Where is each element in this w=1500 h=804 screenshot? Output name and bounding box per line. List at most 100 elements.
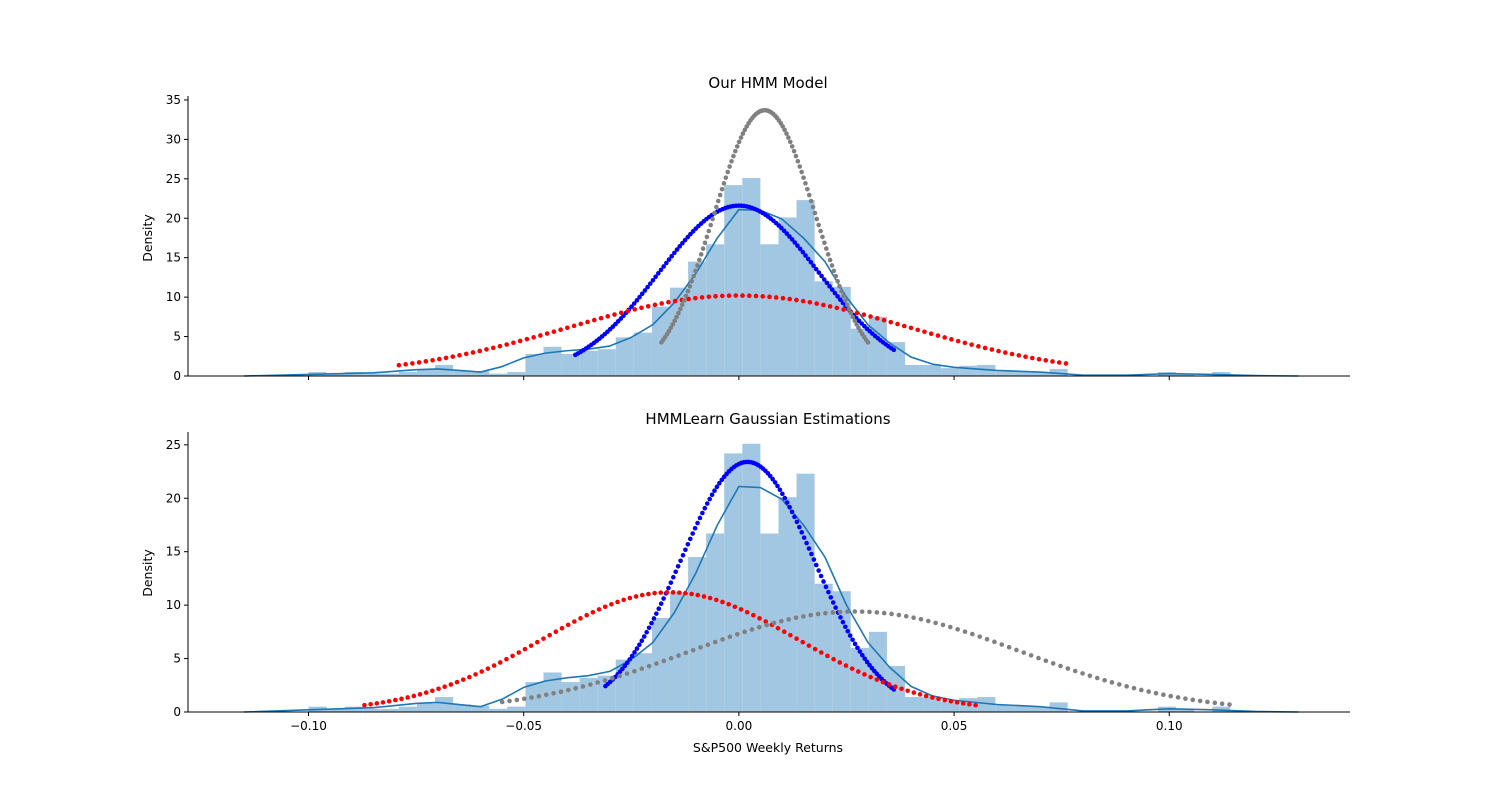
kde-curve [243, 208, 1299, 377]
gaussian-blue-dot [797, 246, 803, 252]
gaussian-red-dot [893, 684, 898, 689]
gaussian-blue-dot [653, 274, 658, 280]
hist-bar-28 [814, 281, 833, 376]
gaussian-red-dot [955, 338, 961, 344]
gaussian-red-dot [1063, 361, 1069, 366]
x-tick-label: 0.10 [1156, 719, 1183, 733]
hist-bar-29 [832, 591, 851, 712]
gaussian-gray-dot [683, 650, 689, 656]
gaussian-blue-dot [775, 483, 780, 489]
gaussian-blue-dot [704, 501, 710, 506]
hist-bar-40 [1031, 372, 1050, 376]
gaussian-red-dot [825, 653, 830, 659]
y-tick-label: 0 [173, 369, 181, 383]
gaussian-gray-dot [551, 691, 556, 696]
gaussian-red-dot [751, 612, 756, 618]
gaussian-red-dot [773, 295, 779, 300]
gaussian-red-dot [868, 674, 873, 680]
hist-bar-15 [579, 677, 598, 712]
gaussian-gray-dot [801, 614, 806, 619]
gaussian-blue-dot [631, 301, 637, 306]
hist-bar-34 [923, 697, 942, 712]
gaussian-blue-dot [632, 650, 637, 655]
gaussian-blue-dot [677, 244, 683, 249]
gaussian-red-dot [901, 323, 907, 329]
gaussian-red-dot [831, 656, 836, 662]
gaussian-blue-dot [804, 540, 809, 546]
y-tick-label: 5 [173, 652, 181, 666]
gaussian-gray-dot [1175, 695, 1181, 700]
gaussian-gray-dot [580, 684, 586, 689]
gaussian-red-dot [618, 310, 624, 316]
gaussian-blue-dot [669, 253, 674, 259]
gaussian-red-dot [558, 327, 563, 333]
gaussian-blue-dot [832, 290, 838, 296]
gaussian-red-dot [625, 308, 631, 314]
gaussian-red-dot [457, 352, 462, 358]
gaussian-red-dot [960, 701, 966, 706]
gaussian-blue-dot [823, 584, 829, 590]
gaussian-gray-dot [803, 181, 808, 186]
panel-hmmlearn-gaussian-estimations: HMMLearn Gaussian Estimations Density S&… [140, 410, 1350, 755]
hist-bar-36 [959, 365, 978, 376]
gaussian-red-dot [915, 327, 921, 333]
gaussian-red-dot [962, 340, 968, 346]
gaussian-gray-dot [1102, 677, 1107, 683]
gaussian-red-dot [676, 590, 682, 595]
gaussian-red-dot [531, 335, 536, 340]
gaussian-gray-dot [835, 279, 840, 284]
gaussian-gray-dot [830, 610, 836, 615]
gaussian-blue-dot [803, 253, 808, 258]
gaussian-gray-dot [668, 655, 674, 661]
y-tick-label: 10 [166, 598, 181, 612]
gaussian-blue-dot [680, 240, 685, 246]
gaussian-red-dot [590, 609, 596, 615]
gaussian-gray-dot [1219, 701, 1225, 706]
gaussian-blue-dot [624, 660, 630, 665]
gaussian-gray-dot [918, 616, 924, 622]
gaussian-red-dot [935, 333, 941, 338]
gaussian-blue-dot [658, 267, 664, 273]
gaussian-red-dot [491, 663, 497, 668]
gaussian-red-dot [374, 701, 380, 706]
gaussian-gray-dot [681, 298, 687, 303]
gaussian-gray-dot [1227, 702, 1232, 707]
gaussian-blue-dot [666, 257, 672, 262]
gaussian-gray-dot [795, 158, 801, 164]
hist-bar-17 [615, 337, 634, 376]
gaussian-blue-dot [829, 287, 835, 293]
gaussian-gray-dot [678, 306, 683, 312]
gaussian-gray-dot [690, 647, 696, 653]
gaussian-blue-dot [622, 663, 628, 669]
hist-bar-4 [380, 373, 399, 376]
gaussian-red-dot [511, 340, 516, 346]
gaussian-gray-dot [514, 697, 520, 703]
hist-bar-12 [525, 682, 544, 712]
gaussian-blue-dot [641, 634, 647, 639]
gaussian-gray-dot [793, 153, 799, 159]
gaussian-red-dot [967, 702, 972, 707]
gaussian-red-dot [396, 362, 402, 368]
gaussian-blue-dot [646, 625, 652, 631]
gaussian-blue-dot [830, 600, 836, 605]
gaussian-blue-dot [772, 480, 778, 485]
gaussian-red-dot [541, 636, 546, 641]
gaussian-red-dot [454, 679, 460, 685]
gaussian-red-dot [726, 293, 732, 298]
gaussian-gray-dot [992, 639, 997, 645]
gaussian-red-dot [393, 697, 398, 703]
gaussian-blue-dot [695, 520, 700, 526]
gaussian-blue-dot [719, 477, 725, 483]
gaussian-gray-dot [719, 186, 725, 192]
gaussian-gray-dot [1117, 682, 1122, 687]
gaussian-blue-dot [668, 580, 674, 585]
gaussian-red-dot [942, 335, 947, 340]
y-tick-label: 5 [173, 330, 181, 344]
gaussian-blue-dot [707, 496, 712, 502]
gaussian-gray-dot [1153, 690, 1159, 696]
y-tick-label: 10 [166, 290, 181, 304]
gaussian-blue-dot [687, 536, 693, 542]
gaussian-gray-dot [731, 153, 736, 159]
gaussian-red-dot [732, 604, 738, 610]
gaussian-red-dot [652, 590, 657, 596]
